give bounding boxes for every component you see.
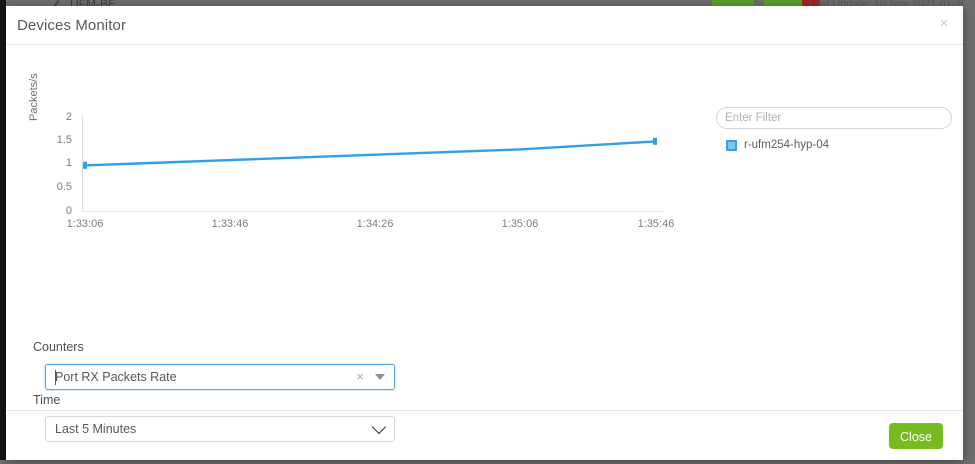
counters-selected-value: Port RX Packets Rate bbox=[55, 370, 177, 384]
chart-point-start bbox=[83, 161, 87, 169]
svg-text:2: 2 bbox=[66, 111, 72, 123]
svg-text:1:33:46: 1:33:46 bbox=[212, 218, 249, 230]
chart-y-axis-title: Packets/s bbox=[28, 73, 40, 121]
legend-filter-input[interactable] bbox=[716, 107, 952, 129]
chart-x-ticks: 1:33:06 1:33:46 1:34:26 1:35:06 1:35:46 bbox=[67, 218, 675, 230]
background-bottom-edge bbox=[0, 460, 975, 464]
legend-checkbox-icon[interactable] bbox=[726, 139, 737, 151]
status-chip-red bbox=[802, 0, 820, 11]
devices-monitor-dialog: Devices Monitor × Packets/s 2 1.5 1 0.5 … bbox=[6, 6, 963, 460]
dialog-footer: Close bbox=[6, 410, 963, 460]
dialog-title: Devices Monitor bbox=[17, 17, 127, 34]
svg-text:1:35:46: 1:35:46 bbox=[638, 218, 675, 230]
svg-text:0: 0 bbox=[66, 205, 72, 217]
svg-text:0.5: 0.5 bbox=[57, 181, 72, 193]
counters-label: Counters bbox=[33, 340, 84, 354]
chart-point-end bbox=[653, 137, 657, 145]
legend-item-label: r-ufm254-hyp-04 bbox=[744, 139, 830, 151]
svg-text:1:35:06: 1:35:06 bbox=[502, 218, 539, 230]
time-selected-value: Last 5 Minutes bbox=[55, 422, 137, 436]
chevron-down-icon[interactable] bbox=[375, 374, 385, 380]
chart-series-line bbox=[83, 140, 658, 167]
close-icon[interactable]: × bbox=[939, 15, 949, 32]
counters-clear-icon[interactable]: × bbox=[356, 369, 364, 384]
time-select[interactable]: Last 5 Minutes bbox=[45, 416, 395, 442]
svg-text:1.5: 1.5 bbox=[57, 134, 72, 146]
time-label: Time bbox=[33, 393, 61, 407]
status-chip-green-2 bbox=[764, 0, 802, 11]
chart-y-ticks: 2 1.5 1 0.5 0 bbox=[57, 111, 72, 217]
dialog-header: Devices Monitor × bbox=[6, 6, 963, 45]
background-last-update: Last Update: 10 Nov 2021 01:36 bbox=[808, 0, 967, 10]
svg-text:1:33:06: 1:33:06 bbox=[67, 218, 104, 230]
counters-select[interactable]: Port RX Packets Rate × bbox=[45, 364, 395, 390]
background-right-edge bbox=[963, 0, 975, 464]
monitor-chart: Packets/s 2 1.5 1 0.5 0 bbox=[6, 45, 706, 230]
svg-text:1:34:26: 1:34:26 bbox=[357, 218, 394, 230]
legend-list: r-ufm254-hyp-04 bbox=[716, 137, 956, 153]
background-app-title: UFM-BE bbox=[70, 0, 116, 11]
status-chip-green-1 bbox=[712, 0, 754, 11]
legend-item-r-ufm254-hyp-04[interactable]: r-ufm254-hyp-04 bbox=[726, 137, 956, 153]
close-button[interactable]: Close bbox=[889, 423, 943, 449]
dialog-body: Packets/s 2 1.5 1 0.5 0 bbox=[6, 45, 963, 442]
background-left-edge bbox=[0, 0, 6, 464]
chart-canvas: 2 1.5 1 0.5 0 1:33:06 bbox=[57, 111, 675, 230]
counters-text-cursor bbox=[55, 370, 56, 385]
chart-legend-panel: r-ufm254-hyp-04 bbox=[716, 107, 956, 153]
svg-text:1: 1 bbox=[66, 157, 72, 169]
